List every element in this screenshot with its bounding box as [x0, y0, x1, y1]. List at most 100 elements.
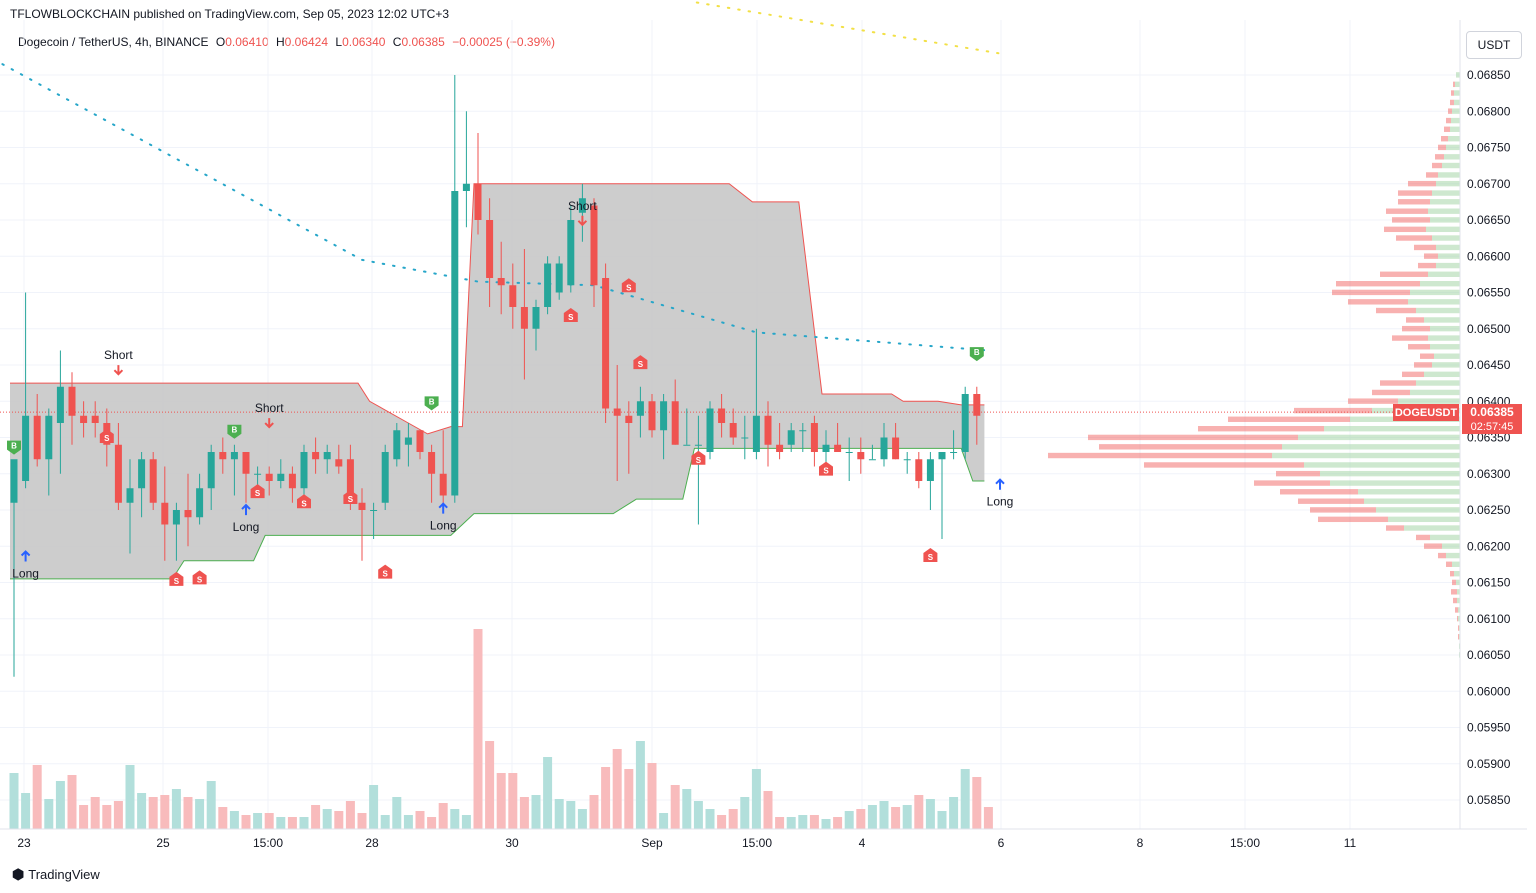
volume-bar	[276, 817, 286, 829]
profile-buy-bar	[1428, 208, 1460, 214]
profile-sell-bar	[1198, 426, 1324, 432]
volume-bar	[775, 817, 785, 829]
currency-button[interactable]: USDT	[1466, 31, 1522, 59]
price-axis[interactable]: 0.06850 0.06800 0.06750 0.06700 0.06650 0.066…	[1467, 68, 1511, 807]
profile-sell-bar	[1099, 444, 1282, 450]
profile-sell-bar	[1432, 162, 1442, 169]
volume-bar	[949, 797, 959, 829]
volume-bar	[879, 801, 889, 829]
volume-bar	[322, 809, 332, 829]
profile-buy-bar	[1432, 190, 1460, 196]
profile-buy-bar	[1376, 507, 1460, 513]
last-price-tag: DOGEUSDT 0.06385 02:57:45	[1393, 404, 1522, 434]
profile-buy-bar	[1455, 81, 1460, 88]
sell-signal-marker	[378, 564, 393, 579]
signal-label: S	[197, 575, 203, 584]
profile-buy-bar	[1416, 307, 1460, 314]
volume-bar	[253, 813, 263, 829]
profile-buy-bar	[1442, 162, 1460, 169]
candle-body	[567, 220, 575, 286]
profile-sell-bar	[1228, 416, 1350, 422]
signal-label: B	[232, 426, 238, 435]
profile-buy-bar	[1410, 289, 1460, 296]
time-axis[interactable]: 23 25 15:00 28 30 Sep 15:00 4 6 8 15:00 11	[17, 836, 1356, 850]
candle-body	[903, 459, 911, 461]
volume-bar	[705, 809, 715, 829]
open-label: O	[215, 35, 226, 49]
short-label: Short	[255, 401, 284, 415]
candle-body	[335, 459, 343, 467]
volume-bar	[844, 811, 854, 829]
buy-signal-marker	[7, 440, 21, 455]
volume-bar	[299, 817, 309, 829]
sell-signal-marker	[99, 429, 114, 444]
profile-buy-bar	[1416, 380, 1460, 386]
candle-body	[416, 430, 424, 452]
profile-sell-bar	[1402, 371, 1424, 378]
time-tick-label: 15:00	[742, 836, 772, 850]
profile-buy-bar	[1408, 299, 1460, 305]
volume-bar	[287, 817, 297, 829]
volume-bar	[380, 815, 390, 829]
profile-sell-bar	[1392, 335, 1428, 341]
profile-buy-bar	[1430, 325, 1460, 332]
profile-sell-bar	[1254, 480, 1330, 486]
volume-bar	[786, 817, 796, 829]
profile-buy-bar	[1452, 108, 1460, 114]
candle-body	[834, 444, 842, 452]
candle-body	[428, 452, 436, 474]
volume-bar	[833, 817, 843, 829]
profile-sell-bar	[1318, 516, 1388, 523]
volume-bar	[206, 781, 216, 829]
volume-bar	[90, 797, 100, 829]
volume-bar	[798, 815, 808, 829]
candle-body	[613, 408, 621, 416]
profile-sell-bar	[1441, 136, 1448, 142]
candle-body	[660, 401, 668, 431]
volume-bar	[659, 813, 669, 829]
profile-buy-bar	[1434, 353, 1460, 359]
volume-bar	[693, 801, 703, 829]
volume-bar	[589, 795, 599, 829]
time-tick-label: 4	[859, 836, 866, 850]
profile-sell-bar	[1438, 144, 1446, 151]
profile-sell-bar	[1276, 470, 1320, 477]
volume-bar	[983, 807, 993, 829]
volume-bar	[32, 765, 42, 829]
profile-buy-bar	[1428, 271, 1460, 277]
profile-sell-bar	[1458, 625, 1459, 631]
candle-body	[822, 444, 830, 452]
profile-sell-bar	[1376, 307, 1416, 314]
volume-bar	[229, 811, 239, 829]
candle-body	[625, 415, 633, 423]
candle-body	[602, 278, 610, 409]
profile-buy-bar	[1304, 462, 1460, 468]
tradingview-footer[interactable]: ⬢ TradingView	[12, 866, 100, 883]
signal-label: S	[823, 467, 829, 476]
profile-buy-bar	[1388, 516, 1460, 523]
candle-body	[544, 263, 552, 307]
candle-body	[462, 183, 470, 191]
symbol-title[interactable]: Dogecoin / TetherUS, 4h, BINANCE	[18, 35, 209, 49]
long-label: Long	[987, 495, 1014, 509]
volume-bar	[160, 795, 170, 829]
price-tick-label: 0.06550	[1467, 286, 1511, 300]
volume-bar	[763, 791, 773, 829]
time-tick-label: 30	[505, 836, 519, 850]
profile-sell-bar	[1420, 353, 1434, 359]
symbol-legend: Dogecoin / TetherUS, 4h, BINANCE O0.0641…	[18, 35, 555, 49]
publish-info: TFLOWBLOCKCHAIN published on TradingView…	[10, 7, 450, 21]
candle-body	[776, 444, 784, 452]
volume-bar	[21, 793, 31, 829]
profile-sell-bar	[1435, 154, 1444, 160]
volume-bar	[183, 797, 193, 829]
candle-body	[370, 510, 378, 511]
long-arrow-icon	[20, 550, 31, 562]
price-tick-label: 0.06800	[1467, 104, 1511, 118]
candle-body	[892, 437, 900, 460]
short-arrow-icon	[113, 365, 124, 376]
candle-body	[312, 452, 320, 460]
candle-body	[764, 415, 772, 445]
profile-sell-bar	[1452, 579, 1456, 586]
